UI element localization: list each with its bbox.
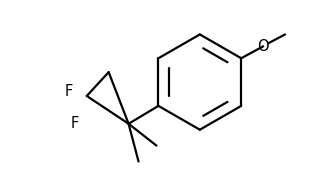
Text: O: O — [257, 39, 269, 54]
Text: F: F — [71, 116, 79, 131]
Text: F: F — [65, 84, 73, 100]
